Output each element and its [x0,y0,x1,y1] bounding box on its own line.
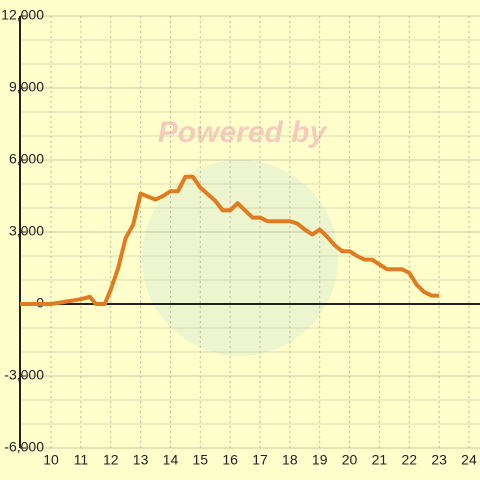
x-tick-label: 11 [74,452,89,468]
x-tick-label: 14 [163,452,179,468]
y-tick-label: 12,000 [1,7,44,23]
watermark: Powered by [158,116,328,149]
y-tick-label: 6,000 [9,151,44,167]
x-tick-label: 23 [431,452,447,468]
x-tick-label: 18 [282,452,298,468]
x-tick-label: 21 [372,452,388,468]
y-tick-label: -3,000 [4,367,44,383]
x-tick-label: 22 [401,452,417,468]
x-tick-label: 20 [342,452,358,468]
x-tick-label: 13 [133,452,149,468]
y-tick-label: 9,000 [9,79,44,95]
x-tick-label: 24 [461,452,477,468]
data-line [20,174,440,306]
x-tick-label: 12 [103,452,119,468]
watermark-circle [142,160,338,356]
y-tick-label: 3,000 [9,223,44,239]
y-tick-label: -6,000 [4,439,44,455]
x-tick-label: 16 [222,452,238,468]
x-tick-label: 10 [43,452,59,468]
x-tick-label: 19 [312,452,328,468]
x-tick-label: 17 [252,452,268,468]
x-tick-label: 15 [193,452,209,468]
